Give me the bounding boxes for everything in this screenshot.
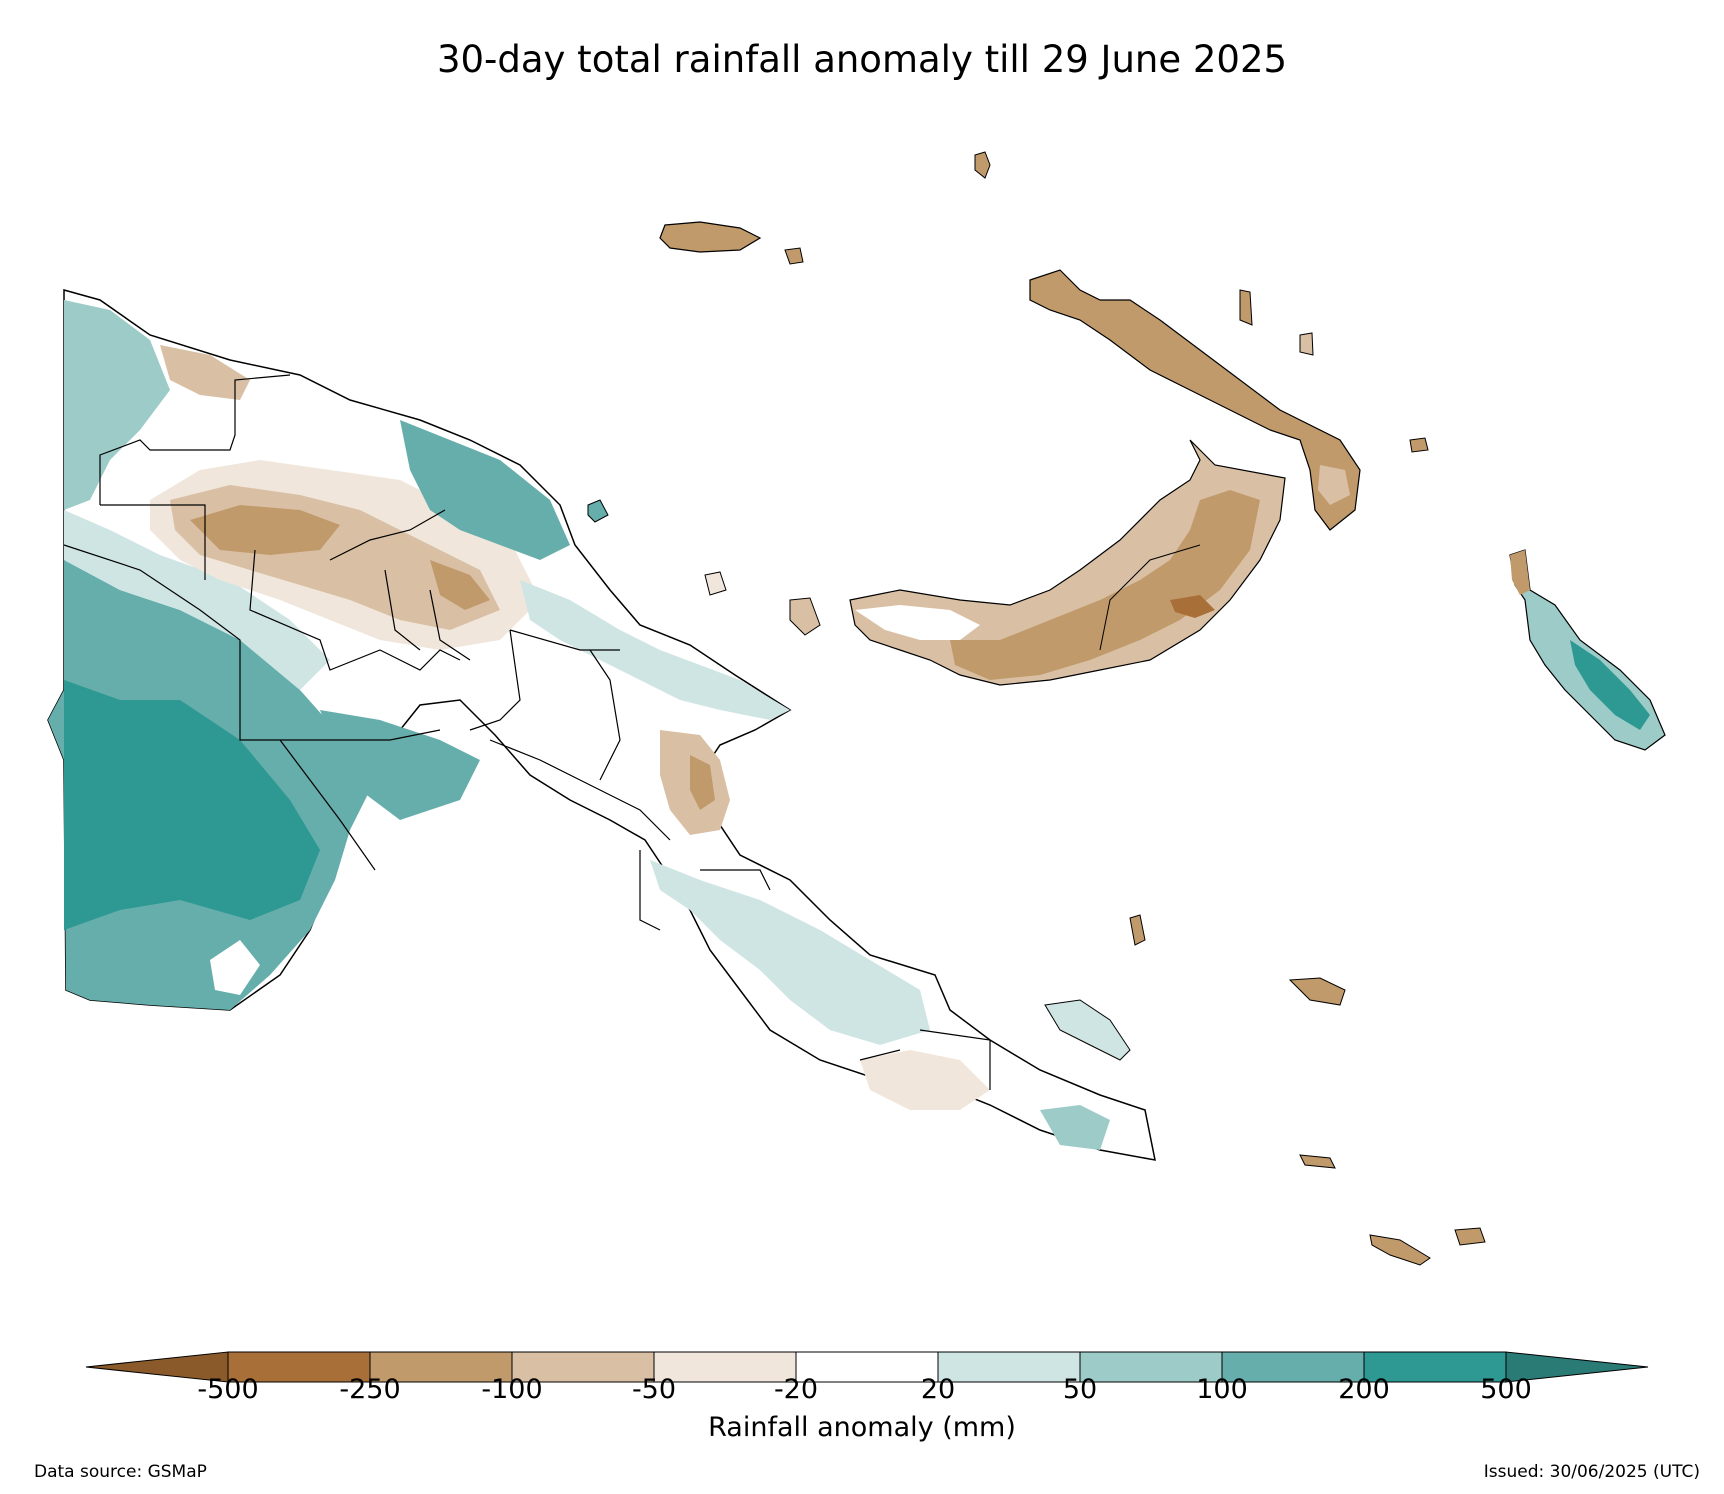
rainfall-anomaly-map <box>47 151 1666 1266</box>
eastern-tip-wet <box>1040 1105 1110 1150</box>
manus-island <box>659 221 762 253</box>
tick-label: 100 <box>1196 1374 1248 1405</box>
issued-date-note: Issued: 30/06/2025 (UTC) <box>1483 1462 1700 1482</box>
rossel-island <box>1454 1227 1486 1246</box>
peninsula-light-wet <box>650 860 930 1045</box>
new-britain-border <box>1099 544 1201 651</box>
map-title: 30-day total rainfall anomaly till 29 Ju… <box>436 38 1288 81</box>
tick-label: -100 <box>481 1374 543 1405</box>
new-ireland <box>1029 269 1361 531</box>
peninsula-dry-patch <box>860 1050 990 1110</box>
north-coast-dry <box>160 345 250 400</box>
highlands-dry-core-east <box>430 560 490 610</box>
madang-coast-wet <box>400 420 570 560</box>
mussau-island <box>974 151 991 179</box>
colorbar-bin <box>369 1351 513 1383</box>
island-small-4 <box>1409 437 1429 453</box>
new-britain-dry-mid <box>950 490 1260 680</box>
colorbar-bin <box>511 1351 655 1383</box>
western-north-moderate <box>64 300 170 510</box>
colorbar-label: Rainfall anomaly (mm) <box>708 1412 1016 1443</box>
sudest-island <box>1369 1234 1431 1266</box>
tick-label: -500 <box>197 1374 259 1405</box>
sepik-light-wet <box>64 510 330 690</box>
gulf-moderate <box>320 710 480 820</box>
colorbar-bin <box>1221 1351 1365 1383</box>
highlands-dry-core <box>190 505 340 555</box>
tick-label: 20 <box>920 1374 956 1405</box>
misima-island <box>1299 1154 1336 1169</box>
data-source-note: Data source: GSMaP <box>34 1462 207 1482</box>
morobe-dry-core <box>690 755 715 810</box>
karkar-island <box>587 499 609 523</box>
bougainville-core-wet <box>1570 640 1650 730</box>
province-borders <box>63 374 991 1090</box>
woodlark-island <box>1288 977 1346 1006</box>
colorbar-bin <box>1079 1351 1223 1383</box>
island-small-2 <box>1239 289 1253 326</box>
tick-label: -50 <box>631 1374 677 1405</box>
new-britain-dry-core <box>1170 595 1215 618</box>
trobriand-island <box>1129 914 1146 946</box>
colorbar-bin <box>1363 1351 1507 1383</box>
tick-label: 50 <box>1062 1374 1098 1405</box>
colorbar-bin <box>227 1351 371 1383</box>
tick-label: -20 <box>773 1374 819 1405</box>
southern-white-patch <box>210 940 260 995</box>
western-core-wet <box>64 680 320 930</box>
colorbar-extend-high <box>1505 1351 1649 1383</box>
island-small-1 <box>784 247 804 265</box>
umboi-island <box>704 571 727 596</box>
long-island <box>789 597 821 636</box>
island-small-3 <box>1299 332 1314 356</box>
fergusson-island <box>1044 999 1131 1061</box>
new-ireland-tip-light <box>1318 465 1350 505</box>
bougainville-north-dry <box>1510 550 1530 595</box>
tick-label: 500 <box>1480 1374 1532 1405</box>
madang-outer-wet <box>520 580 790 720</box>
colorbar-bin <box>653 1351 797 1383</box>
tick-label: -250 <box>339 1374 401 1405</box>
tick-label: 200 <box>1338 1374 1390 1405</box>
new-britain-west-light <box>855 605 980 640</box>
